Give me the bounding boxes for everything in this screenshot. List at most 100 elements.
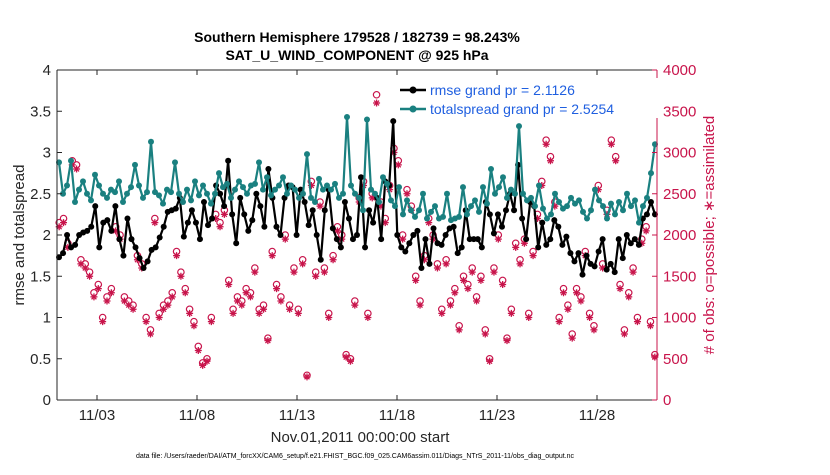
asterisk-stroke [630,269,636,276]
y-tick-left-label: 3.5 [30,103,51,120]
obs-assimilated-point [503,337,511,345]
obs-assimilated-point [438,309,446,317]
asterisk-stroke [78,260,84,267]
point-rmse [104,217,111,224]
point-rmse [209,215,216,222]
asterisk-stroke [438,310,445,317]
asterisk-stroke [443,260,450,267]
point-totalspread [484,200,490,207]
asterisk-stroke [104,298,110,304]
point-rmse [156,234,163,241]
asterisk-stroke [560,289,567,296]
series-totalspread [56,114,658,226]
obs-assimilated-point [507,309,515,317]
point-totalspread [180,199,186,205]
point-totalspread [176,190,182,197]
point-totalspread [192,178,198,185]
point-totalspread [96,182,102,189]
point-totalspread [240,184,246,191]
obs-assimilated-point [90,293,98,301]
asterisk-stroke [312,273,319,280]
point-rmse [60,250,67,257]
point-totalspread [512,190,518,197]
point-rmse [128,236,135,243]
point-rmse [579,271,586,278]
point-totalspread [308,194,314,201]
y-tick-left-label: 0.5 [30,351,51,368]
asterisk-stroke [351,302,358,309]
point-totalspread [204,190,210,197]
point-totalspread [456,213,462,220]
obs-assimilated-point [264,337,272,345]
asterisk-stroke [160,306,167,313]
point-rmse [88,223,95,230]
point-totalspread [244,190,250,197]
asterisk-stroke [299,260,306,267]
asterisk-stroke [569,335,576,342]
point-totalspread [356,194,362,201]
point-totalspread [648,170,654,177]
point-totalspread [360,207,366,214]
point-rmse [442,232,449,238]
point-rmse [607,260,614,267]
obs-assimilated-point [560,289,568,297]
point-totalspread [372,190,378,197]
obs-assimilated-point [620,330,628,338]
asterisk-stroke [464,285,471,292]
asterisk-stroke [230,310,236,317]
point-totalspread [580,208,586,215]
obs-assimilated-point [412,276,420,284]
point-rmse [591,263,598,270]
y-tick-right-label: 2000 [663,227,696,244]
point-rmse [454,250,461,257]
point-totalspread [168,189,174,196]
point-rmse [603,266,610,273]
obs-assimilated-point [373,99,381,107]
asterisk-stroke [482,331,489,337]
asterisk-stroke [191,322,197,329]
obs-assimilated-point [203,357,211,365]
point-rmse [144,258,151,265]
obs-assimilated-point [646,322,654,330]
point-totalspread [80,178,86,185]
obs-assimilated-point [281,235,289,243]
obs-assimilated-point [294,309,302,317]
point-rmse [273,223,280,230]
chart-title-line2: SAT_U_WIND_COMPONENT @ 925 hPa [225,47,488,63]
point-totalspread [296,194,302,201]
obs-assimilated-point [290,268,298,276]
asterisk-stroke [95,285,102,292]
point-totalspread [612,211,618,218]
asterisk-stroke [208,318,215,325]
obs-assimilated-point [251,268,259,276]
point-totalspread [152,189,158,196]
asterisk-stroke [434,265,441,271]
obs-assimilated-point [481,330,489,338]
point-totalspread [268,192,274,199]
obs-assimilated-point [242,289,250,297]
obs-assimilated-point [99,318,107,326]
obs-assimilated-point [403,190,411,198]
point-rmse [547,236,554,243]
asterisk-stroke [173,252,180,259]
point-totalspread [292,186,298,193]
legend-rmse-label: rmse grand pr = 2.1126 [430,82,575,98]
y-tick-right-label: 0 [663,392,671,409]
point-rmse [502,207,509,214]
point-rmse [152,244,159,251]
asterisk-stroke [412,277,419,284]
obs-assimilated-point [60,219,68,227]
obs-assimilated-point [494,235,502,243]
point-totalspread [368,186,374,193]
asterisk-stroke [417,302,423,309]
point-totalspread [376,199,382,205]
point-totalspread [464,211,470,218]
point-rmse [486,211,493,218]
asterisk-stroke [278,298,284,304]
point-totalspread [400,211,406,218]
point-totalspread [284,190,290,197]
asterisk-stroke [295,310,302,317]
point-totalspread [608,200,614,207]
obs-assimilated-point [164,301,172,309]
obs-assimilated-point [273,285,281,293]
